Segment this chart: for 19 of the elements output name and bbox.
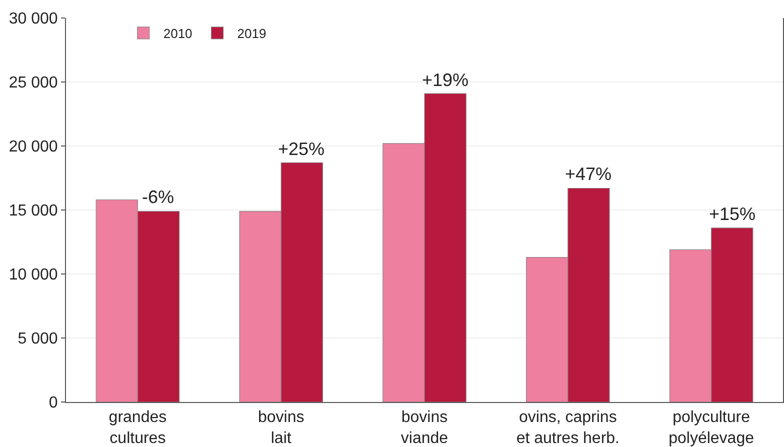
y-tick-label: 10 000 bbox=[8, 266, 58, 284]
y-tick-label: 30 000 bbox=[8, 10, 58, 28]
annotation: +15% bbox=[709, 204, 756, 224]
y-tick-label: 25 000 bbox=[8, 74, 58, 92]
y-tick-label: 15 000 bbox=[8, 202, 58, 220]
x-tick-label: ovins, caprins et autres herb. bbox=[516, 409, 620, 447]
legend-label: 2019 bbox=[237, 26, 266, 42]
y-tick-label: 20 000 bbox=[8, 138, 58, 156]
x-tick-label: bovins viande bbox=[400, 409, 448, 447]
y-tick-label: 0 bbox=[48, 394, 58, 412]
annotation: -6% bbox=[142, 187, 174, 207]
annotation: +19% bbox=[422, 70, 469, 90]
legend-label: 2010 bbox=[163, 26, 192, 42]
x-tick-label: grandes cultures bbox=[108, 409, 167, 447]
annotation: +25% bbox=[278, 139, 325, 159]
annotation: +47% bbox=[565, 164, 612, 184]
y-tick-label: 5 000 bbox=[18, 330, 58, 348]
x-tick-label: bovins lait bbox=[258, 409, 304, 447]
x-tick-label: polyculture polyélevage bbox=[668, 409, 754, 447]
